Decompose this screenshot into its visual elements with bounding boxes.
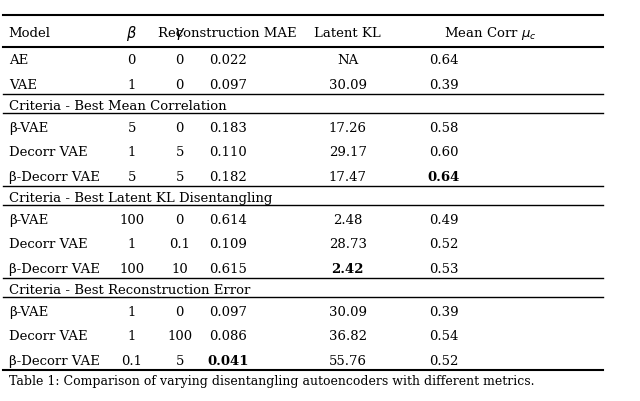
- Text: 30.09: 30.09: [329, 79, 367, 91]
- Text: 0.58: 0.58: [429, 122, 458, 134]
- Text: 0.097: 0.097: [209, 79, 247, 91]
- Text: 0.1: 0.1: [169, 238, 190, 251]
- Text: 0: 0: [175, 79, 184, 91]
- Text: 30.09: 30.09: [329, 306, 367, 318]
- Text: 5: 5: [175, 354, 184, 368]
- Text: 5: 5: [175, 170, 184, 184]
- Text: 0.183: 0.183: [209, 122, 246, 134]
- Text: 100: 100: [119, 263, 145, 275]
- Text: VAE: VAE: [9, 79, 36, 91]
- Text: 0: 0: [175, 214, 184, 227]
- Text: Criteria - Best Mean Correlation: Criteria - Best Mean Correlation: [9, 100, 227, 113]
- Text: 0: 0: [175, 306, 184, 318]
- Text: 0.53: 0.53: [429, 263, 458, 275]
- Text: 0.615: 0.615: [209, 263, 246, 275]
- Text: 0.54: 0.54: [429, 330, 458, 343]
- Text: 100: 100: [167, 330, 193, 343]
- Text: 0.64: 0.64: [428, 170, 460, 184]
- Text: 10: 10: [172, 263, 188, 275]
- Text: 1: 1: [127, 306, 136, 318]
- Text: 0.52: 0.52: [429, 354, 458, 368]
- Text: NA: NA: [337, 54, 358, 67]
- Text: 1: 1: [127, 146, 136, 159]
- Text: 0.022: 0.022: [209, 54, 246, 67]
- Text: Decorr VAE: Decorr VAE: [9, 238, 88, 251]
- Text: 28.73: 28.73: [329, 238, 367, 251]
- Text: 0.39: 0.39: [429, 306, 459, 318]
- Text: 1: 1: [127, 330, 136, 343]
- Text: β-Decorr VAE: β-Decorr VAE: [9, 170, 100, 184]
- Text: Criteria - Best Latent KL Disentangling: Criteria - Best Latent KL Disentangling: [9, 192, 272, 205]
- Text: 17.26: 17.26: [329, 122, 367, 134]
- Text: β-VAE: β-VAE: [9, 122, 48, 134]
- Text: Mean Corr $\mu_c$: Mean Corr $\mu_c$: [444, 25, 536, 42]
- Text: 5: 5: [127, 170, 136, 184]
- Text: 0.49: 0.49: [429, 214, 458, 227]
- Text: 0.64: 0.64: [429, 54, 458, 67]
- Text: Decorr VAE: Decorr VAE: [9, 146, 88, 159]
- Text: 0.110: 0.110: [209, 146, 246, 159]
- Text: Model: Model: [9, 27, 51, 40]
- Text: 1: 1: [127, 238, 136, 251]
- Text: 1: 1: [127, 79, 136, 91]
- Text: AE: AE: [9, 54, 28, 67]
- Text: β-Decorr VAE: β-Decorr VAE: [9, 354, 100, 368]
- Text: β-Decorr VAE: β-Decorr VAE: [9, 263, 100, 275]
- Text: Table 1: Comparison of varying disentangling autoencoders with different metrics: Table 1: Comparison of varying disentang…: [9, 375, 534, 388]
- Text: 0.041: 0.041: [207, 354, 248, 368]
- Text: 29.17: 29.17: [329, 146, 367, 159]
- Text: 0: 0: [127, 54, 136, 67]
- Text: β-VAE: β-VAE: [9, 306, 48, 318]
- Text: $\beta$: $\beta$: [126, 24, 137, 43]
- Text: 0.1: 0.1: [121, 354, 142, 368]
- Text: Criteria - Best Reconstruction Error: Criteria - Best Reconstruction Error: [9, 284, 250, 297]
- Text: 0.614: 0.614: [209, 214, 246, 227]
- Text: 5: 5: [127, 122, 136, 134]
- Text: 0: 0: [175, 54, 184, 67]
- Text: β-VAE: β-VAE: [9, 214, 48, 227]
- Text: 100: 100: [119, 214, 145, 227]
- Text: 2.48: 2.48: [333, 214, 362, 227]
- Text: 17.47: 17.47: [329, 170, 367, 184]
- Text: 0.60: 0.60: [429, 146, 458, 159]
- Text: 0: 0: [175, 122, 184, 134]
- Text: 0.52: 0.52: [429, 238, 458, 251]
- Text: 0.39: 0.39: [429, 79, 459, 91]
- Text: Decorr VAE: Decorr VAE: [9, 330, 88, 343]
- Text: 0.109: 0.109: [209, 238, 246, 251]
- Text: 0.182: 0.182: [209, 170, 246, 184]
- Text: $\gamma$: $\gamma$: [174, 26, 186, 42]
- Text: 55.76: 55.76: [329, 354, 367, 368]
- Text: Latent KL: Latent KL: [314, 27, 381, 40]
- Text: Reconstruction MAE: Reconstruction MAE: [159, 27, 297, 40]
- Text: 0.097: 0.097: [209, 306, 247, 318]
- Text: 2.42: 2.42: [332, 263, 364, 275]
- Text: 5: 5: [175, 146, 184, 159]
- Text: 0.086: 0.086: [209, 330, 246, 343]
- Text: 36.82: 36.82: [329, 330, 367, 343]
